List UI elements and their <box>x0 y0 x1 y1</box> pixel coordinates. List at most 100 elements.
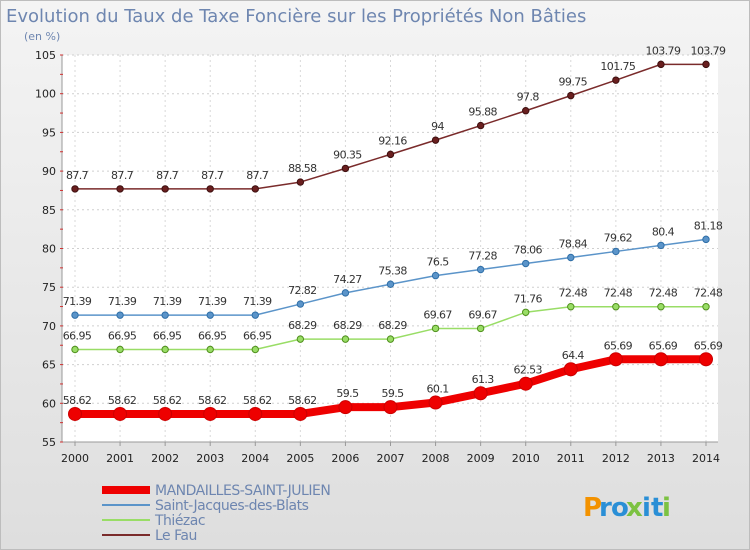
x-tick-label: 2012 <box>602 452 630 465</box>
data-point <box>567 253 575 262</box>
data-label: 58.62 <box>288 394 317 407</box>
data-point <box>293 406 308 421</box>
y-tick-label: 70 <box>42 320 56 333</box>
data-label: 72.48 <box>649 287 678 300</box>
y-tick-label: 80 <box>42 243 56 256</box>
legend-label: MANDAILLES-SAINT-JULIEN <box>155 483 330 499</box>
data-point <box>341 289 350 297</box>
data-label: 62.53 <box>513 364 542 377</box>
data-label: 87.7 <box>201 169 224 182</box>
x-tick-label: 2004 <box>241 452 269 465</box>
data-label: 88.58 <box>288 162 317 175</box>
data-label: 77.28 <box>468 250 497 263</box>
logo-letter: P <box>583 493 602 523</box>
data-label: 69.67 <box>423 308 452 321</box>
data-point <box>567 303 575 311</box>
x-tick-label: 2014 <box>692 452 720 465</box>
data-label: 87.7 <box>246 169 269 182</box>
series-1 <box>71 235 710 319</box>
x-tick-label: 2005 <box>286 452 314 465</box>
data-point <box>567 91 575 100</box>
data-point <box>383 400 398 415</box>
data-point <box>702 303 710 311</box>
data-point <box>161 345 169 354</box>
series-2 <box>71 303 710 354</box>
data-label: 87.7 <box>156 169 179 182</box>
data-label: 95.88 <box>468 106 497 119</box>
data-label: 75.38 <box>378 264 407 277</box>
data-point <box>248 406 263 421</box>
data-point <box>116 311 124 319</box>
y-tick-label: 100 <box>35 88 56 101</box>
x-tick-label: 2008 <box>422 452 450 465</box>
y-tick-label: 65 <box>42 359 56 372</box>
data-point <box>518 376 533 391</box>
data-point <box>431 136 440 144</box>
chart-subtitle: (en %) <box>24 30 60 43</box>
y-tick-label: 105 <box>35 49 56 62</box>
data-label: 97.8 <box>517 91 540 104</box>
chart-title: Evolution du Taux de Taxe Foncière sur l… <box>6 6 586 27</box>
data-point <box>251 345 259 354</box>
data-label: 58.62 <box>108 394 137 407</box>
data-point <box>203 406 218 421</box>
data-label: 72.48 <box>604 287 633 300</box>
x-tick-label: 2007 <box>377 452 405 465</box>
x-tick-label: 2013 <box>647 452 675 465</box>
data-point <box>113 406 128 421</box>
x-tick-label: 2011 <box>557 452 585 465</box>
data-point <box>296 335 305 343</box>
data-point <box>612 247 620 256</box>
data-point <box>341 335 350 343</box>
data-label: 65.69 <box>604 339 633 352</box>
data-label: 87.7 <box>66 169 89 182</box>
data-label: 94 <box>431 120 444 133</box>
x-tick-label: 2009 <box>467 452 495 465</box>
data-point <box>657 241 665 250</box>
x-tick-label: 2006 <box>331 452 359 465</box>
x-tick-label: 2010 <box>512 452 540 465</box>
data-point <box>386 150 395 159</box>
y-tick-label: 75 <box>42 281 56 294</box>
data-label: 71.76 <box>513 292 542 305</box>
data-label: 103.79 <box>645 44 680 57</box>
data-label: 79.62 <box>604 231 633 244</box>
logo-letter: r <box>599 493 612 523</box>
data-point <box>657 60 665 69</box>
data-label: 76.5 <box>427 256 450 269</box>
data-point <box>608 352 623 367</box>
data-label: 59.5 <box>381 387 404 400</box>
data-label: 90.35 <box>333 148 362 161</box>
y-tick-label: 55 <box>42 436 56 449</box>
data-point <box>341 164 350 173</box>
data-label: 71.39 <box>153 295 182 308</box>
proxiti-logo: Pr ox i ti <box>583 493 671 523</box>
data-point <box>699 352 713 367</box>
logo-letter: o <box>611 493 629 523</box>
data-point <box>161 311 169 319</box>
data-point <box>653 352 668 367</box>
data-point <box>476 121 485 130</box>
data-point <box>251 185 259 193</box>
data-point <box>68 406 82 421</box>
data-point <box>612 303 620 311</box>
data-label: 58.62 <box>63 394 92 407</box>
data-label: 92.16 <box>378 134 407 147</box>
data-point <box>116 185 124 193</box>
data-point <box>206 311 214 319</box>
data-point <box>476 324 485 333</box>
axes: 55 60 65 70 75 80 85 90 95 100 105 2000 2001 2002 2003… <box>35 49 720 465</box>
data-point <box>522 259 530 268</box>
data-label: 58.62 <box>153 394 182 407</box>
data-point <box>71 311 79 319</box>
data-label: 80.4 <box>652 225 675 238</box>
data-point <box>657 303 665 311</box>
x-tick-label: 2002 <box>151 452 179 465</box>
data-label: 68.29 <box>378 319 407 332</box>
data-label: 66.95 <box>198 330 227 343</box>
data-point <box>116 345 124 354</box>
data-label: 78.84 <box>559 237 588 250</box>
data-label: 101.75 <box>600 60 635 73</box>
data-point <box>428 395 443 410</box>
